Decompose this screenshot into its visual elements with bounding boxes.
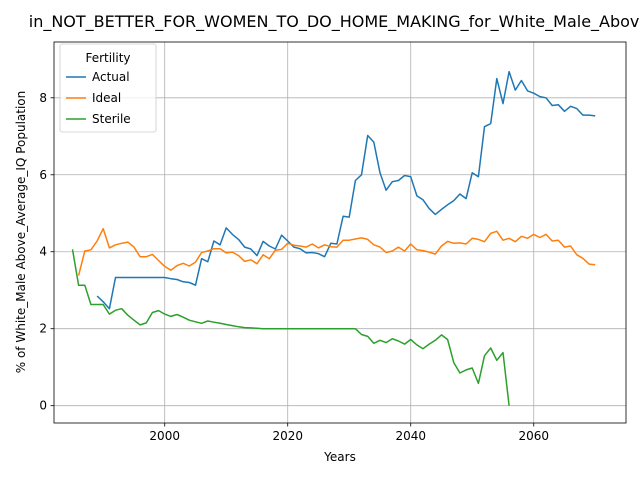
series-line-sterile xyxy=(71,249,510,406)
series-lines xyxy=(71,70,596,406)
x-tick-label: 2020 xyxy=(272,429,303,443)
y-axis-label: % of White_Male Above_Average_IQ Populat… xyxy=(14,91,28,374)
legend-title: Fertility xyxy=(85,51,130,65)
y-axis-ticks: 0 2 4 6 8 xyxy=(39,91,54,413)
grid-lines xyxy=(54,42,626,423)
y-tick-label: 4 xyxy=(39,245,47,259)
x-tick-label: 2000 xyxy=(149,429,180,443)
x-tick-label: 2040 xyxy=(395,429,426,443)
legend-label-sterile: Sterile xyxy=(92,112,131,126)
y-tick-label: 0 xyxy=(39,399,47,413)
chart-legend: Fertility Actual Ideal Sterile xyxy=(59,43,157,133)
series-line-actual xyxy=(96,70,596,310)
legend-box xyxy=(59,43,157,133)
legend-label-actual: Actual xyxy=(92,70,130,84)
chart-title: in_NOT_BETTER_FOR_WOMEN_TO_DO_HOME_MAKIN… xyxy=(29,12,640,32)
x-axis-ticks: 2000 2020 2040 2060 xyxy=(149,423,549,443)
x-tick-label: 2060 xyxy=(518,429,549,443)
legend-label-ideal: Ideal xyxy=(92,91,121,105)
y-tick-label: 8 xyxy=(39,91,47,105)
x-axis-label: Years xyxy=(323,450,356,464)
y-tick-label: 6 xyxy=(39,168,47,182)
y-tick-label: 2 xyxy=(39,322,47,336)
plot-frame xyxy=(53,41,627,424)
series-line-ideal xyxy=(77,227,596,276)
